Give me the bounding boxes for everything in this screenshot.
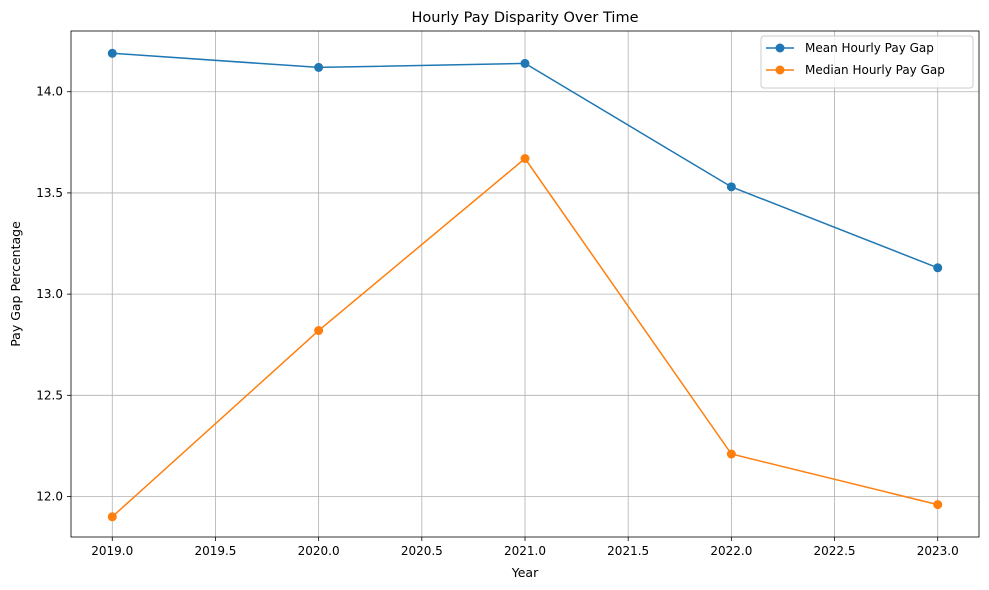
y-tick-label: 13.5 bbox=[36, 186, 63, 200]
y-tick-label: 13.0 bbox=[36, 287, 63, 301]
y-tick-label: 12.5 bbox=[36, 388, 63, 402]
mean-data-point bbox=[726, 182, 736, 192]
x-tick-label: 2022.0 bbox=[710, 544, 752, 558]
x-tick-label: 2020.5 bbox=[401, 544, 443, 558]
legend: Mean Hourly Pay Gap Median Hourly Pay Ga… bbox=[760, 35, 974, 89]
chart-title: Hourly Pay Disparity Over Time bbox=[412, 10, 639, 26]
median-data-point bbox=[933, 500, 943, 510]
legend-median-marker bbox=[775, 65, 785, 75]
y-axis-ticks: 12.0 12.5 13.0 13.5 14.0 bbox=[36, 85, 71, 504]
y-axis-label: Pay Gap Percentage bbox=[8, 221, 23, 347]
x-tick-label: 2020.0 bbox=[298, 544, 340, 558]
x-tick-label: 2019.0 bbox=[91, 544, 133, 558]
median-data-point bbox=[107, 512, 117, 522]
series-layer bbox=[107, 48, 943, 522]
median-data-point bbox=[520, 154, 530, 164]
x-tick-label: 2023.0 bbox=[917, 544, 959, 558]
mean-data-point bbox=[314, 62, 324, 72]
mean-data-point bbox=[933, 263, 943, 273]
x-axis-label: Year bbox=[511, 565, 539, 580]
grid bbox=[71, 31, 979, 537]
legend-median-label: Median Hourly Pay Gap bbox=[805, 63, 945, 77]
mean-data-point bbox=[107, 48, 117, 58]
median-data-point bbox=[726, 449, 736, 459]
x-tick-label: 2022.5 bbox=[814, 544, 856, 558]
x-axis-ticks: 2019.0 2019.5 2020.0 2020.5 2021.0 2021.5 2022… bbox=[91, 537, 959, 558]
legend-box bbox=[760, 35, 974, 89]
median-data-point bbox=[314, 326, 324, 336]
legend-mean-label: Mean Hourly Pay Gap bbox=[805, 41, 934, 55]
legend-mean-marker bbox=[775, 43, 785, 53]
mean-data-point bbox=[520, 58, 530, 68]
x-tick-label: 2019.5 bbox=[194, 544, 236, 558]
x-tick-label: 2021.0 bbox=[504, 544, 546, 558]
y-tick-label: 14.0 bbox=[36, 85, 63, 99]
x-tick-label: 2021.5 bbox=[607, 544, 649, 558]
y-tick-label: 12.0 bbox=[36, 490, 63, 504]
